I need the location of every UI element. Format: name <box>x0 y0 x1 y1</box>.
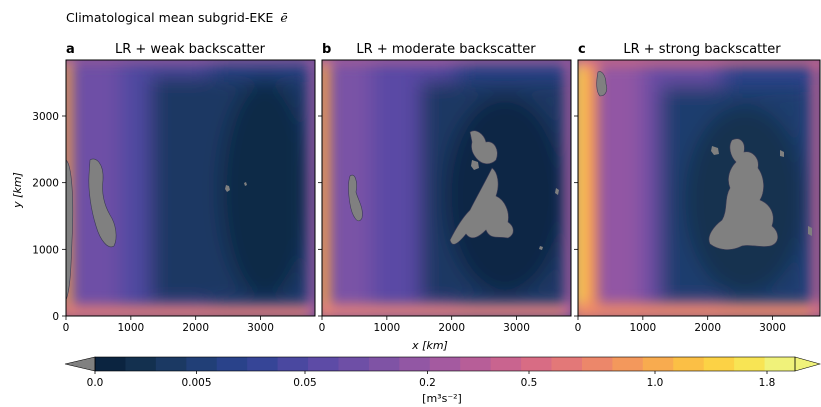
x-tick-label: 2000 <box>694 322 721 334</box>
colorbar-segment <box>581 357 613 371</box>
colorbar-segment <box>95 357 126 371</box>
mask-region-c2 <box>708 138 779 250</box>
colorbar-tick-label: 1.8 <box>759 377 776 389</box>
x-tick-label: 2000 <box>438 322 465 334</box>
colorbar-tick-label: 0.05 <box>293 377 316 389</box>
colorbar-segment <box>338 357 370 371</box>
colorbar-segment <box>490 357 522 371</box>
colorbar-segment <box>429 357 461 371</box>
panel-title-c: LR + strong backscatter <box>623 42 781 57</box>
panel-letter-a: a <box>66 42 75 57</box>
panel-c: c LR + strong backscatter <box>577 42 821 317</box>
y-tick-label: 0 <box>52 311 59 323</box>
colorbar-segment <box>612 357 644 371</box>
colorbar-segment <box>460 357 492 371</box>
panel-letter-c: c <box>578 42 586 57</box>
colorbar-segment <box>277 357 309 371</box>
mask-region-a2 <box>88 158 117 248</box>
colorbar-tick-label: 0.005 <box>181 377 211 389</box>
figure-title: Climatological mean subgrid-EKE ē <box>66 10 288 25</box>
colorbar-segment <box>247 357 279 371</box>
colorbar-segment <box>155 357 187 371</box>
axes-layer: 0 1000 2000 3000 0 1000 2000 3000 0 1000 2000 3000 0… <box>32 111 786 334</box>
panel-title-b: LR + moderate backscatter <box>356 42 536 57</box>
colorbar-segment <box>551 357 583 371</box>
colorbar: 0.0 0.005 0.05 0.2 0.5 1.0 1.8 <box>64 356 821 389</box>
colorbar-tick-label: 0.2 <box>419 377 436 389</box>
colorbar-segment <box>125 357 157 371</box>
x-tick-label: 0 <box>63 322 70 334</box>
x-tick-label: 3000 <box>759 322 786 334</box>
y-axis-label: y [km] <box>11 172 24 209</box>
colorbar-over-arrow <box>794 356 821 372</box>
x-tick-label: 0 <box>575 322 582 334</box>
y-tick-label: 3000 <box>32 111 59 123</box>
colorbar-segment <box>673 357 705 371</box>
colorbar-segment <box>368 357 400 371</box>
colorbar-segment <box>703 357 735 371</box>
colorbar-segment <box>642 357 674 371</box>
y-tick-label: 2000 <box>32 178 59 190</box>
x-tick-label: 1000 <box>373 322 400 334</box>
x-tick-label: 1000 <box>117 322 144 334</box>
colorbar-label: [m³s⁻²] <box>422 392 462 405</box>
colorbar-segment <box>216 357 248 371</box>
mask-region-b3 <box>449 167 514 245</box>
mask-region-b1 <box>348 174 363 222</box>
colorbar-segment <box>734 357 766 371</box>
panel-title-a: LR + weak backscatter <box>115 42 266 57</box>
x-tick-label: 1000 <box>629 322 656 334</box>
panel-letter-b: b <box>322 42 331 57</box>
colorbar-under-arrow <box>64 356 96 372</box>
mask-region-b2 <box>469 130 498 165</box>
x-tick-label: 3000 <box>247 322 274 334</box>
mask-region-a1 <box>66 159 74 301</box>
panel-b: b LR + moderate backscatter <box>321 42 572 317</box>
x-tick-label: 2000 <box>182 322 209 334</box>
x-tick-label: 3000 <box>503 322 530 334</box>
colorbar-frame <box>94 356 796 372</box>
x-axis-label: x [km] <box>411 339 448 352</box>
heatmap-a <box>66 60 315 316</box>
colorbar-tick-label: 1.0 <box>647 377 664 389</box>
heatmap-b <box>322 60 571 316</box>
colorbar-tick-label: 0.5 <box>521 377 538 389</box>
colorbar-segment <box>399 357 431 371</box>
colorbar-segment <box>186 357 218 371</box>
y-tick-label: 1000 <box>32 244 59 256</box>
colorbar-tick-label: 0.0 <box>87 377 104 389</box>
colorbar-segment <box>521 357 553 371</box>
colorbar-segment <box>308 357 339 371</box>
colorbar-segment <box>764 357 796 371</box>
panel-a: a LR + weak backscatter <box>65 42 316 317</box>
x-tick-label: 0 <box>319 322 326 334</box>
mask-region-c1 <box>596 71 608 97</box>
heatmap-c <box>578 60 820 316</box>
